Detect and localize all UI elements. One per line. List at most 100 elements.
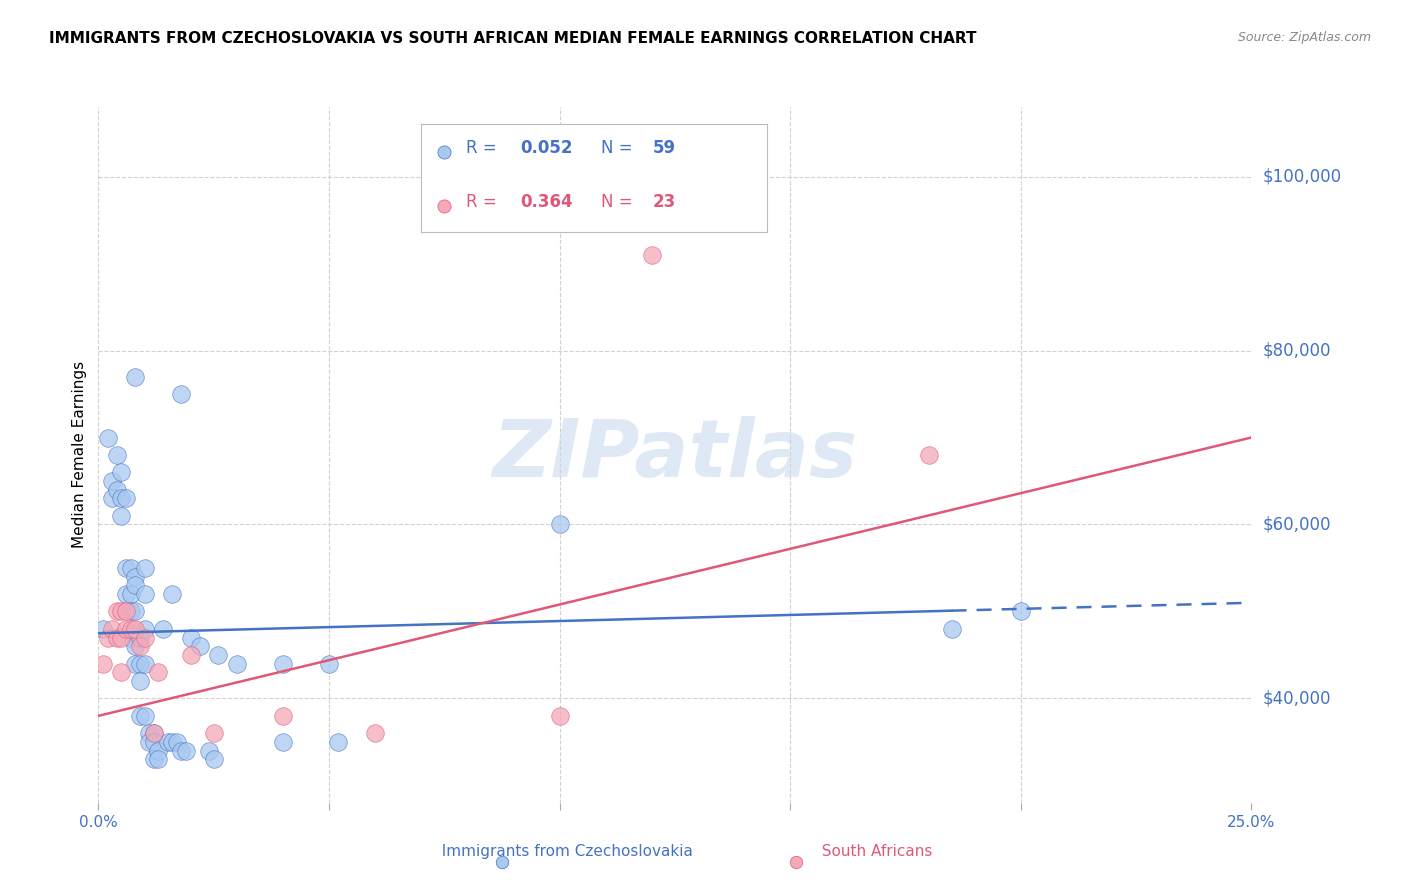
Point [225, 657, 247, 671]
Point [124, 570, 146, 584]
Point [148, 752, 170, 766]
Point [120, 587, 142, 601]
Point [166, 735, 188, 749]
Point [318, 657, 340, 671]
Point [170, 744, 193, 758]
Point [120, 622, 142, 636]
Point [202, 752, 225, 766]
Point [134, 708, 156, 723]
Point [174, 744, 197, 758]
Point [170, 387, 193, 401]
Point [129, 631, 152, 645]
Point [180, 648, 202, 662]
Point [115, 491, 138, 506]
Point [129, 708, 152, 723]
Text: R =: R = [467, 139, 502, 157]
Point [941, 622, 963, 636]
Point [129, 674, 152, 689]
Point [207, 648, 229, 662]
Point [124, 369, 146, 384]
Text: $60,000: $60,000 [1263, 516, 1331, 533]
Point [110, 631, 132, 645]
Point [188, 639, 211, 653]
Text: 59: 59 [652, 139, 676, 157]
Point [548, 708, 571, 723]
Text: South Africans: South Africans [811, 845, 932, 859]
Point [115, 622, 138, 636]
Point [148, 665, 170, 680]
Point [180, 631, 202, 645]
Point [91, 622, 114, 636]
Point [129, 639, 152, 653]
Point [110, 665, 132, 680]
Point [120, 631, 142, 645]
Point [124, 605, 146, 619]
Point [120, 561, 142, 575]
Point [124, 622, 146, 636]
Text: R =: R = [467, 193, 502, 211]
Point [129, 657, 152, 671]
Point [160, 587, 183, 601]
Point [138, 735, 160, 749]
Point [97, 431, 120, 445]
Text: 23: 23 [652, 193, 676, 211]
Point [198, 744, 221, 758]
Text: $40,000: $40,000 [1263, 690, 1331, 707]
Point [115, 587, 138, 601]
Point [271, 708, 294, 723]
Text: N =: N = [602, 193, 638, 211]
Point [110, 508, 132, 523]
Point [120, 605, 142, 619]
Point [433, 199, 456, 213]
Point [142, 726, 165, 740]
Point [202, 726, 225, 740]
Text: 0.052: 0.052 [520, 139, 572, 157]
Point [142, 726, 165, 740]
Point [110, 605, 132, 619]
Point [115, 605, 138, 619]
Point [105, 631, 128, 645]
Point [152, 622, 174, 636]
Point [433, 145, 456, 160]
Point [148, 744, 170, 758]
Point [917, 448, 939, 462]
Text: $80,000: $80,000 [1263, 342, 1331, 359]
Text: N =: N = [602, 139, 638, 157]
Point [110, 466, 132, 480]
Point [1010, 605, 1032, 619]
Point [548, 517, 571, 532]
Point [124, 657, 146, 671]
Point [364, 726, 387, 740]
Point [115, 561, 138, 575]
Y-axis label: Median Female Earnings: Median Female Earnings [72, 361, 87, 549]
Point [105, 605, 128, 619]
Point [271, 735, 294, 749]
Point [134, 631, 156, 645]
Point [134, 561, 156, 575]
Point [110, 491, 132, 506]
Point [101, 474, 124, 488]
Text: IMMIGRANTS FROM CZECHOSLOVAKIA VS SOUTH AFRICAN MEDIAN FEMALE EARNINGS CORRELATI: IMMIGRANTS FROM CZECHOSLOVAKIA VS SOUTH … [49, 31, 977, 46]
Point [101, 622, 124, 636]
Point [641, 248, 664, 262]
Point [91, 657, 114, 671]
Point [142, 735, 165, 749]
Point [160, 735, 183, 749]
Text: $100,000: $100,000 [1263, 168, 1341, 186]
Point [105, 483, 128, 497]
Point [124, 578, 146, 592]
Text: Immigrants from Czechoslovakia: Immigrants from Czechoslovakia [432, 845, 693, 859]
Point [97, 631, 120, 645]
Text: Source: ZipAtlas.com: Source: ZipAtlas.com [1237, 31, 1371, 45]
Text: ZIPatlas: ZIPatlas [492, 416, 858, 494]
Point [156, 735, 179, 749]
Point [142, 752, 165, 766]
Point [101, 491, 124, 506]
Point [105, 448, 128, 462]
Point [124, 639, 146, 653]
Point [271, 657, 294, 671]
Point [328, 735, 350, 749]
Text: 0.364: 0.364 [520, 193, 572, 211]
Point [138, 726, 160, 740]
Point [134, 657, 156, 671]
